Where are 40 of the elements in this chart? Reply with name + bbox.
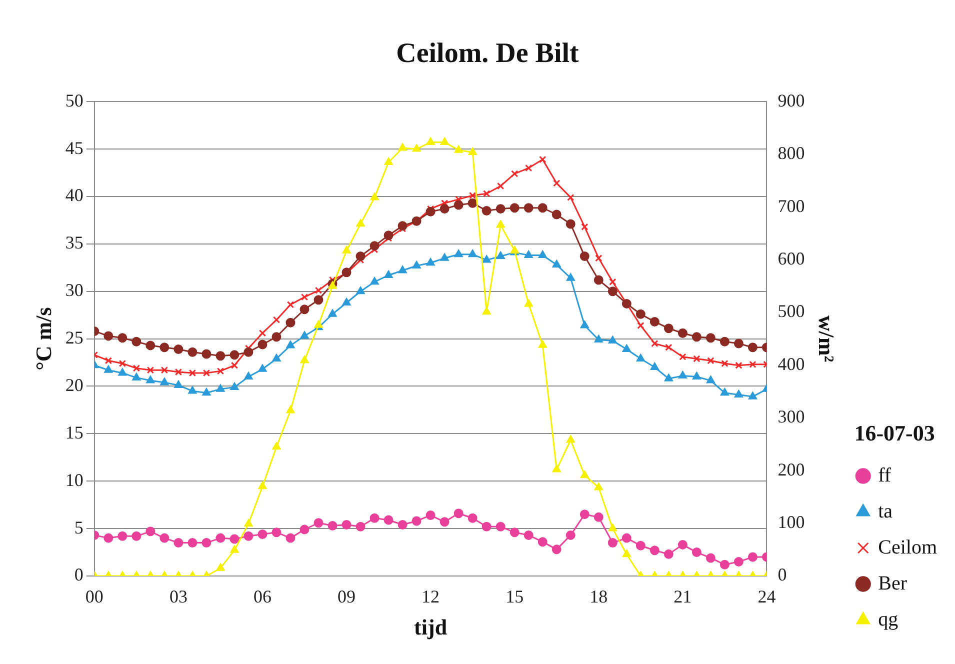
- y2-tick-label: 400: [778, 354, 805, 374]
- legend-label: qg: [878, 608, 898, 630]
- legend-label: Ceilom: [878, 536, 938, 558]
- x-tick-label: 24: [758, 586, 776, 607]
- legend-label: Ber: [878, 572, 908, 594]
- y2-tick-label: 800: [778, 143, 805, 164]
- x-tick-label: 15: [506, 586, 524, 607]
- y-tick-label: 0: [74, 564, 84, 585]
- x-tick-label: 18: [590, 586, 608, 607]
- y-tick-label: 50: [65, 90, 84, 110]
- y2-tick-label: 200: [778, 459, 805, 480]
- y-tick-label: 40: [65, 185, 84, 206]
- y-tick-label: 25: [65, 328, 84, 348]
- y-tick-label: 35: [65, 232, 84, 253]
- y2-tick-label: 600: [778, 248, 805, 268]
- y2-tick-label: 500: [778, 301, 805, 322]
- x-tick-label: 06: [253, 586, 272, 607]
- legend-title: 16-07-03: [854, 420, 935, 446]
- y-axis-title: °C m/s: [30, 306, 56, 370]
- y2-tick-label: 100: [778, 512, 805, 532]
- y-tick-label: 45: [65, 138, 84, 158]
- x-axis-title: tijd: [414, 614, 448, 640]
- y2-tick-label: 900: [778, 90, 805, 110]
- y2-tick-label: 700: [778, 196, 805, 216]
- y2-tick-label: 0: [778, 564, 787, 585]
- x-tick-label: 12: [422, 586, 440, 607]
- legend-label: ff: [878, 464, 892, 486]
- y2-axis-title: w/m²: [814, 315, 840, 363]
- x-tick-label: 09: [338, 586, 356, 607]
- y-tick-label: 15: [65, 422, 84, 442]
- y-tick-label: 30: [65, 280, 84, 300]
- y-tick-label: 20: [65, 374, 84, 395]
- legend-label: ta: [878, 500, 893, 522]
- x-tick-label: 21: [674, 586, 692, 607]
- y-tick-label: 5: [74, 517, 84, 538]
- x-tick-label: 03: [169, 586, 188, 607]
- chart-title: Ceilom. De Bilt: [396, 38, 580, 70]
- x-tick-label: 00: [85, 586, 104, 607]
- y-tick-label: 10: [65, 470, 84, 490]
- y2-tick-label: 300: [778, 406, 805, 427]
